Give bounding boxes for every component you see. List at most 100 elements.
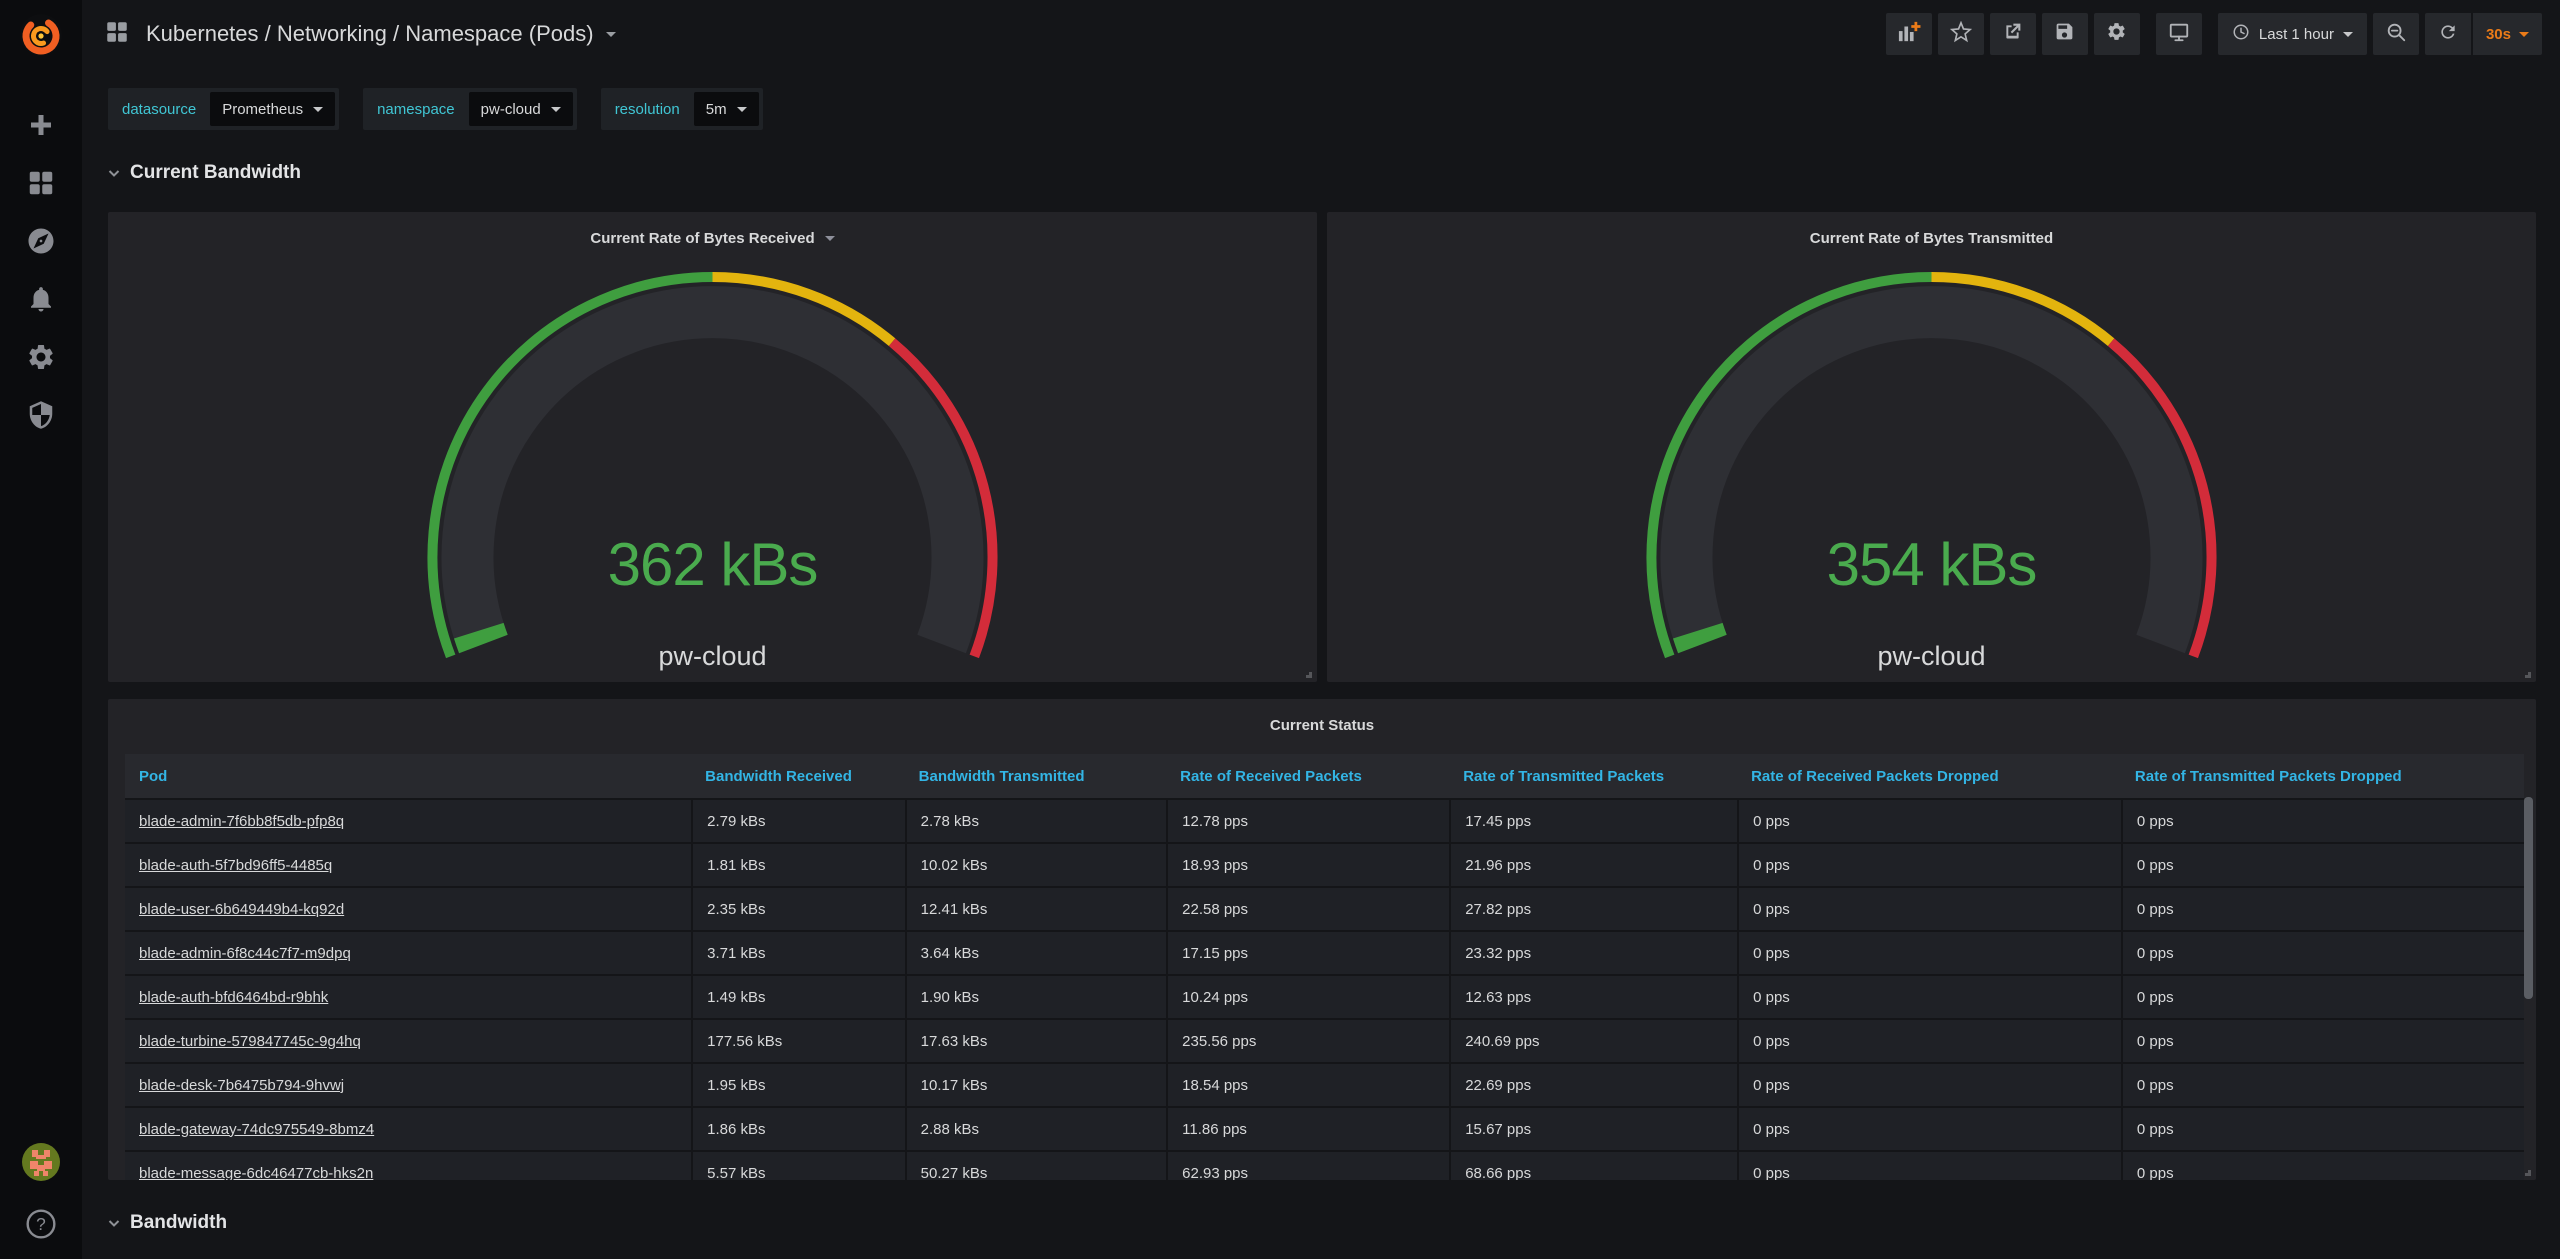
value-cell: 2.88 kBs — [904, 1108, 1166, 1150]
star-icon — [1949, 20, 1973, 48]
table-row: blade-auth-5f7bd96ff5-4485q 1.81 kBs 10.02… — [125, 842, 2524, 886]
add-panel-button[interactable] — [1885, 13, 1932, 55]
value-cell: 18.54 pps — [1166, 1064, 1449, 1106]
panel-resize-handle[interactable] — [2518, 1163, 2531, 1176]
value-cell: 1.90 kBs — [904, 976, 1166, 1018]
caret-down-icon — [605, 31, 616, 37]
gauge-threshold-yellow — [712, 272, 896, 347]
zoom-out-time-button[interactable] — [2372, 13, 2419, 55]
gauge-threshold-green — [1646, 272, 1932, 659]
pod-link[interactable]: blade-user-6b649449b4-kq92d — [139, 900, 345, 918]
value-cell: 11.86 pps — [1166, 1108, 1449, 1150]
pod-cell: blade-auth-bfd6464bd-r9bhk — [125, 976, 691, 1018]
sidebar-item-configuration[interactable] — [0, 330, 82, 388]
column-header[interactable]: Bandwidth Received — [705, 767, 852, 785]
cycle-view-mode-button[interactable] — [2155, 13, 2202, 55]
variable-value: pw-cloud — [480, 100, 541, 118]
variable-value-dropdown[interactable]: 5m — [693, 92, 759, 126]
panel-menu-caret-icon[interactable] — [824, 236, 835, 241]
time-range-picker[interactable]: Last 1 hour — [2217, 13, 2367, 55]
refresh-picker: 30s — [2424, 13, 2542, 55]
column-header[interactable]: Rate of Received Packets Dropped — [1751, 767, 1999, 785]
pod-link[interactable]: blade-gateway-74dc975549-8bmz4 — [139, 1120, 375, 1138]
pod-link[interactable]: blade-auth-5f7bd96ff5-4485q — [139, 856, 333, 874]
section-current-bandwidth[interactable]: Current Bandwidth — [106, 160, 2560, 186]
user-avatar[interactable] — [22, 1143, 60, 1186]
dashboard-title-button[interactable]: Kubernetes / Networking / Namespace (Pod… — [104, 19, 616, 50]
pod-link[interactable]: blade-turbine-579847745c-9g4hq — [139, 1032, 361, 1050]
apps-grid-icon — [26, 168, 56, 203]
refresh-button[interactable] — [2425, 13, 2471, 55]
value-cell: 10.24 pps — [1166, 976, 1449, 1018]
value-cell: 0 pps — [2120, 844, 2524, 886]
variable-datasource: datasource Prometheus — [108, 88, 340, 130]
pod-link[interactable]: blade-message-6dc46477cb-hks2n — [139, 1164, 374, 1181]
gauge-value-arc — [453, 622, 508, 654]
explore-compass-icon — [26, 226, 56, 261]
save-dashboard-button[interactable] — [2041, 13, 2088, 55]
column-header[interactable]: Rate of Received Packets — [1180, 767, 1362, 785]
variable-resolution: resolution 5m — [600, 88, 763, 130]
table-row: blade-gateway-74dc975549-8bmz4 1.86 kBs 2.… — [125, 1106, 2524, 1150]
column-header[interactable]: Rate of Transmitted Packets — [1463, 767, 1665, 785]
value-cell: 240.69 pps — [1449, 1020, 1737, 1062]
variable-label: resolution — [614, 100, 680, 118]
gauge-track — [1660, 286, 2203, 654]
gauge-threshold-red — [888, 338, 998, 659]
sidebar-item-server-admin[interactable] — [0, 388, 82, 446]
value-cell: 0 pps — [2120, 1064, 2524, 1106]
panel-title[interactable]: Current Rate of Bytes Received — [108, 230, 1317, 247]
pod-link[interactable]: blade-auth-bfd6464bd-r9bhk — [139, 988, 329, 1006]
value-cell: 0 pps — [1737, 932, 2121, 974]
gauge-chart — [1646, 272, 2217, 659]
value-cell: 12.78 pps — [1166, 800, 1449, 842]
variable-value-dropdown[interactable]: pw-cloud — [468, 92, 573, 126]
value-cell: 0 pps — [1737, 888, 2121, 930]
table-header-row: Pod Bandwidth Received Bandwidth Transmitt… — [125, 754, 2524, 798]
value-cell: 2.35 kBs — [691, 888, 905, 930]
table-scrollbar[interactable] — [2524, 797, 2533, 999]
sidebar-item-dashboards[interactable] — [0, 156, 82, 214]
pod-link[interactable]: blade-admin-6f8c44c7f7-m9dpq — [139, 944, 351, 962]
gauge-value: 354 kBs — [1826, 531, 2038, 598]
value-cell: 10.02 kBs — [904, 844, 1166, 886]
section-bandwidth[interactable]: Bandwidth — [106, 1210, 2560, 1236]
variable-value-dropdown[interactable]: Prometheus — [210, 92, 336, 126]
pod-link[interactable]: blade-desk-7b6475b794-9hvwj — [139, 1076, 345, 1094]
grafana-logo[interactable] — [0, 0, 82, 70]
panel-resize-handle[interactable] — [2518, 665, 2531, 678]
navbar: Kubernetes / Networking / Namespace (Pod… — [82, 0, 2560, 68]
variable-label: namespace — [377, 100, 455, 118]
pod-link[interactable]: blade-admin-7f6bb8f5db-pfp8q — [139, 812, 345, 830]
value-cell: 17.45 pps — [1449, 800, 1737, 842]
panel-resize-handle[interactable] — [1299, 665, 1312, 678]
sidebar-item-alerting[interactable] — [0, 272, 82, 330]
share-dashboard-button[interactable] — [1989, 13, 2036, 55]
sidebar-item-explore[interactable] — [0, 214, 82, 272]
pod-cell: blade-gateway-74dc975549-8bmz4 — [125, 1108, 691, 1150]
dashboard-settings-button[interactable] — [2093, 13, 2140, 55]
value-cell: 2.79 kBs — [691, 800, 905, 842]
pod-cell: blade-user-6b649449b4-kq92d — [125, 888, 691, 930]
column-header[interactable]: Pod — [139, 767, 168, 785]
refresh-interval-dropdown[interactable]: 30s — [2473, 26, 2542, 43]
value-cell: 0 pps — [1737, 800, 2121, 842]
panel-title[interactable]: Current Rate of Bytes Transmitted — [1809, 230, 2054, 247]
gauge-row: Current Rate of Bytes Received 362 kBs p… — [108, 212, 2536, 682]
value-cell: 0 pps — [1737, 1152, 2121, 1180]
tv-icon — [2168, 21, 2190, 48]
star-dashboard-button[interactable] — [1937, 13, 1984, 55]
help-button[interactable]: ? — [25, 1208, 57, 1245]
gauge-chart — [427, 272, 998, 659]
column-header[interactable]: Rate of Transmitted Packets Dropped — [2134, 767, 2402, 785]
value-cell: 17.15 pps — [1166, 932, 1449, 974]
refresh-icon — [2438, 22, 2458, 47]
variable-label: datasource — [122, 100, 197, 118]
table-body: blade-admin-7f6bb8f5db-pfp8q 2.79 kBs 2.78… — [125, 798, 2524, 1180]
column-header[interactable]: Bandwidth Transmitted — [918, 767, 1085, 785]
panel-title[interactable]: Current Status — [1269, 717, 1375, 734]
sidebar-item-create[interactable] — [0, 98, 82, 156]
value-cell: 0 pps — [2120, 1108, 2524, 1150]
value-cell: 1.49 kBs — [691, 976, 905, 1018]
